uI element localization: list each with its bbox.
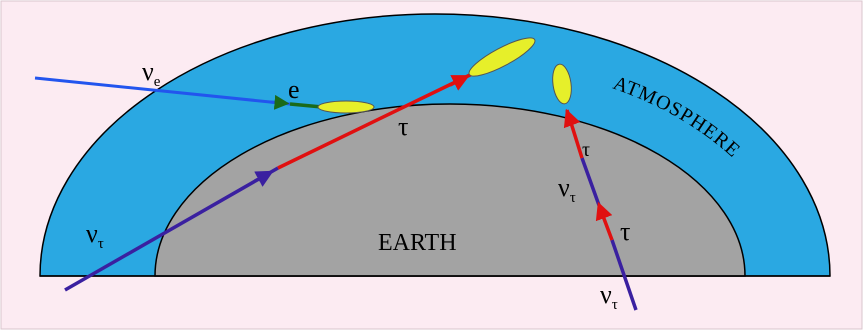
electron-label: e	[288, 75, 300, 104]
shower	[318, 101, 374, 113]
earth-label: EARTH	[378, 230, 457, 256]
arrow	[270, 102, 282, 103]
tau-label: τ	[398, 112, 408, 141]
tau-label: τ	[620, 217, 630, 246]
diagram: νe e τ ντ EARTH ATMOSPHERE τ ντ τ ντ	[0, 0, 863, 330]
tau-label: τ	[582, 139, 590, 161]
